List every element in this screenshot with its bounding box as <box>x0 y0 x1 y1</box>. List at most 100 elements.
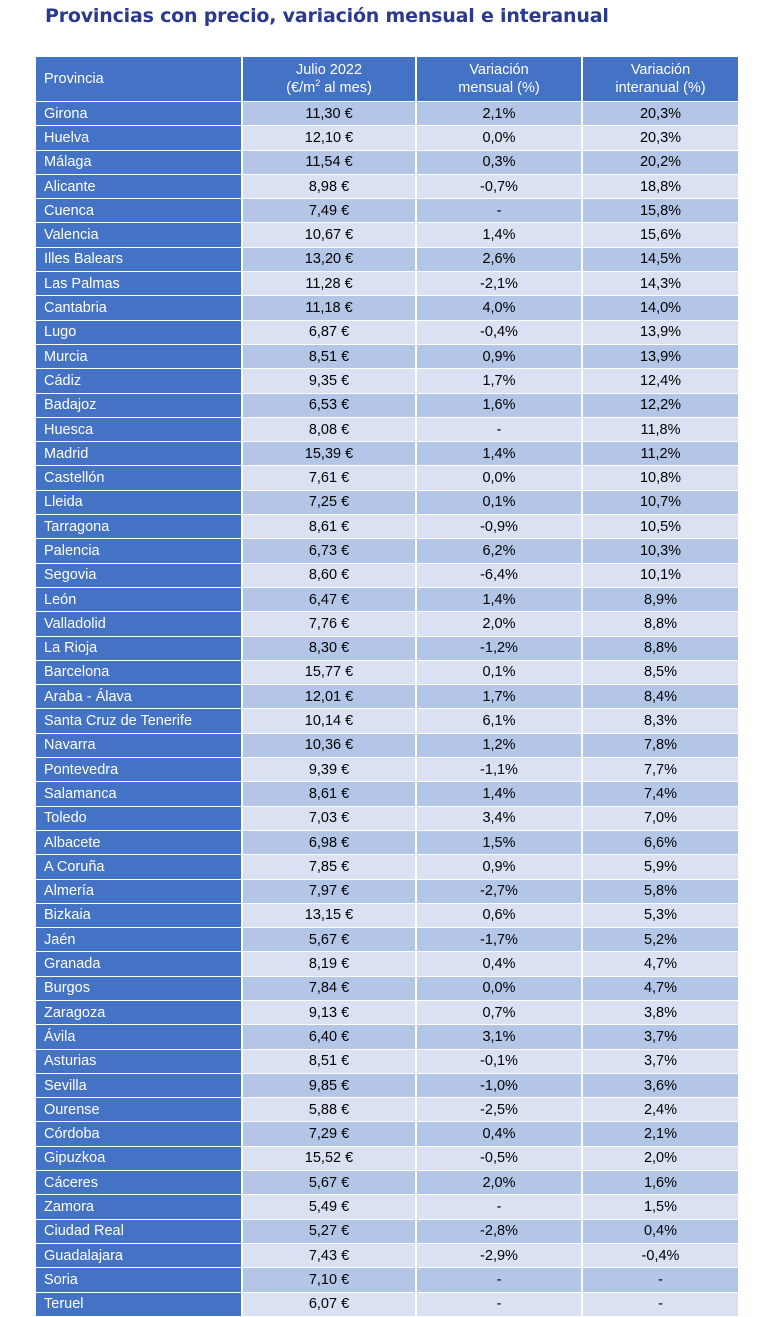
page-title: Provincias con precio, variación mensual… <box>45 5 609 27</box>
province-cell: Girona <box>36 101 243 127</box>
yearly-variation-cell: 5,8% <box>582 879 738 904</box>
monthly-variation-cell: -0,7% <box>416 174 583 200</box>
yearly-variation-cell: 8,9% <box>582 587 738 613</box>
yearly-variation-cell: 5,3% <box>582 903 738 929</box>
monthly-variation-cell: 0,9% <box>416 854 583 880</box>
monthly-variation-cell: -0,9% <box>416 514 583 540</box>
monthly-variation-cell: 1,5% <box>416 830 583 856</box>
yearly-variation-cell: 11,2% <box>582 441 738 467</box>
header-monthly: Variación mensual (%) <box>416 57 583 102</box>
province-cell: Huelva <box>36 125 243 151</box>
price-cell: 12,01 € <box>242 684 417 710</box>
province-cell: Almería <box>36 879 243 904</box>
table-row: Granada 8,19 €0,4% 4,7% <box>36 951 738 977</box>
table-row: Soria 7,10 € - - <box>36 1267 738 1293</box>
yearly-variation-cell: 15,6% <box>582 222 738 248</box>
monthly-variation-cell: -0,4% <box>416 320 583 345</box>
table-row: Las Palmas 11,28 € -2,1% 14,3% <box>36 271 738 297</box>
province-cell: Cuenca <box>36 198 243 224</box>
province-cell: Cáceres <box>36 1170 243 1196</box>
province-cell: Asturias <box>36 1049 243 1074</box>
table-row: Segovia 8,60 € -6,4% 10,1% <box>36 563 738 588</box>
table-row: Araba - Álava 12,01 €1,7% 8,4% <box>36 684 738 710</box>
province-cell: Barcelona <box>36 660 243 686</box>
monthly-variation-cell: 0,0% <box>416 125 583 151</box>
monthly-variation-cell: - <box>416 198 583 224</box>
price-cell: 10,36 € <box>242 733 417 759</box>
province-cell: Navarra <box>36 733 243 759</box>
header-price-sup: 2 <box>315 78 321 89</box>
yearly-variation-cell: 12,4% <box>582 368 738 394</box>
table-row: Gipuzkoa 15,52 € -0,5% 2,0% <box>36 1146 738 1172</box>
table-row: Ávila 6,40 €3,1% 3,7% <box>36 1024 738 1050</box>
yearly-variation-cell: 10,1% <box>582 563 738 588</box>
monthly-variation-cell: 1,7% <box>416 368 583 394</box>
province-cell: Ávila <box>36 1024 243 1050</box>
province-cell: Alicante <box>36 174 243 200</box>
province-cell: Pontevedra <box>36 757 243 783</box>
province-cell: Cádiz <box>36 368 243 394</box>
table-row: Girona 11,30 €2,1% 20,3% <box>36 101 738 127</box>
monthly-variation-cell: - <box>416 417 583 443</box>
table-row: A Coruña 7,85 €0,9% 5,9% <box>36 854 738 880</box>
yearly-variation-cell: 7,4% <box>582 781 738 807</box>
monthly-variation-cell: 4,0% <box>416 295 583 321</box>
price-cell: 7,10 € <box>242 1267 417 1293</box>
province-cell: Salamanca <box>36 781 243 807</box>
yearly-variation-cell: 10,5% <box>582 514 738 540</box>
yearly-variation-cell: 13,9% <box>582 344 738 370</box>
province-cell: Ourense <box>36 1097 243 1123</box>
yearly-variation-cell: - <box>582 1267 738 1293</box>
table-header: Provincia Julio 2022 (€/m2 al mes) Varia… <box>36 57 738 102</box>
table-row: Zamora 5,49 € -1,5% <box>36 1194 738 1220</box>
yearly-variation-cell: 20,3% <box>582 101 738 127</box>
monthly-variation-cell: -1,2% <box>416 636 583 661</box>
monthly-variation-cell: -1,1% <box>416 757 583 783</box>
monthly-variation-cell: 2,0% <box>416 1170 583 1196</box>
province-cell: Lugo <box>36 320 243 345</box>
table-row: Pontevedra 9,39 € -1,1% 7,7% <box>36 757 738 783</box>
monthly-variation-cell: -2,8% <box>416 1219 583 1244</box>
monthly-variation-cell: 2,1% <box>416 101 583 127</box>
province-cell: Ciudad Real <box>36 1219 243 1244</box>
monthly-variation-cell: 6,1% <box>416 708 583 734</box>
monthly-variation-cell: 0,7% <box>416 1000 583 1026</box>
monthly-variation-cell: 1,4% <box>416 587 583 613</box>
table-row: Cádiz 9,35 €1,7% 12,4% <box>36 368 738 394</box>
price-cell: 5,67 € <box>242 927 417 953</box>
province-cell: Valencia <box>36 222 243 248</box>
table-row: Illes Balears 13,20 €2,6% 14,5% <box>36 247 738 273</box>
table-row: Cantabria 11,18 €4,0% 14,0% <box>36 295 738 321</box>
table-row: Palencia 6,73 €6,2% 10,3% <box>36 538 738 564</box>
yearly-variation-cell: 7,8% <box>582 733 738 759</box>
header-price-unit-b: al mes) <box>320 80 372 96</box>
table-row: Navarra 10,36 €1,2% 7,8% <box>36 733 738 759</box>
price-cell: 11,18 € <box>242 295 417 321</box>
monthly-variation-cell: 0,4% <box>416 951 583 977</box>
price-cell: 9,13 € <box>242 1000 417 1026</box>
price-cell: 11,28 € <box>242 271 417 297</box>
table-row: Lleida 7,25 €0,1% 10,7% <box>36 490 738 516</box>
price-cell: 7,85 € <box>242 854 417 880</box>
monthly-variation-cell: 0,1% <box>416 490 583 516</box>
price-cell: 13,15 € <box>242 903 417 929</box>
province-price-table: Provincia Julio 2022 (€/m2 al mes) Varia… <box>36 57 738 1317</box>
price-cell: 8,51 € <box>242 344 417 370</box>
province-cell: Santa Cruz de Tenerife <box>36 708 243 734</box>
price-cell: 6,40 € <box>242 1024 417 1050</box>
price-cell: 9,39 € <box>242 757 417 783</box>
yearly-variation-cell: 8,8% <box>582 636 738 661</box>
table-row: Lugo 6,87 € -0,4% 13,9% <box>36 320 738 345</box>
yearly-variation-cell: 11,8% <box>582 417 738 443</box>
price-cell: 6,07 € <box>242 1292 417 1317</box>
table-row: Huelva 12,10 €0,0% 20,3% <box>36 125 738 151</box>
province-cell: Las Palmas <box>36 271 243 297</box>
province-cell: La Rioja <box>36 636 243 661</box>
price-cell: 8,08 € <box>242 417 417 443</box>
table-row: Toledo 7,03 €3,4% 7,0% <box>36 806 738 831</box>
monthly-variation-cell: 0,6% <box>416 903 583 929</box>
price-cell: 5,49 € <box>242 1194 417 1220</box>
monthly-variation-cell: - <box>416 1194 583 1220</box>
table-row: Guadalajara 7,43 € -2,9% -0,4% <box>36 1243 738 1269</box>
table-row: Asturias 8,51 € -0,1% 3,7% <box>36 1049 738 1074</box>
